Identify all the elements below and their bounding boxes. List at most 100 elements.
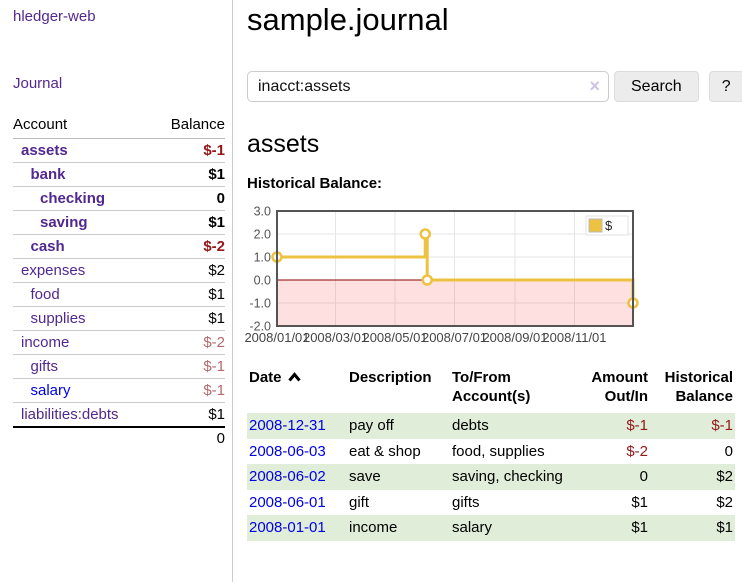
- account-link-bank[interactable]: bank: [30, 166, 66, 183]
- clear-search-icon[interactable]: ×: [589, 76, 600, 96]
- accounts-table: Account Balance assets $-1 bank $1 checking 0…: [13, 114, 225, 450]
- transaction-amount: $1: [631, 493, 648, 511]
- svg-text:2008/01/01: 2008/01/01: [244, 330, 309, 345]
- transaction-accounts: gifts: [452, 493, 480, 511]
- account-link-income[interactable]: income: [21, 334, 70, 351]
- account-row: bank $1: [13, 162, 225, 187]
- transaction-date-link[interactable]: 2008-06-01: [249, 493, 326, 511]
- svg-text:2008/07/01: 2008/07/01: [422, 330, 487, 345]
- svg-text:2.0: 2.0: [254, 228, 271, 242]
- account-link-liabilities-debts[interactable]: liabilities:debts: [21, 406, 119, 423]
- account-link-gifts[interactable]: gifts: [30, 358, 59, 375]
- transaction-date-link[interactable]: 2008-01-01: [249, 519, 326, 536]
- transaction-accounts: debts: [452, 417, 489, 434]
- account-link-food[interactable]: food: [30, 286, 60, 303]
- transaction-date-cell: 2008-06-02: [247, 464, 347, 490]
- transaction-date-link[interactable]: 2008-12-31: [249, 417, 326, 434]
- transaction-balance: $2: [716, 493, 733, 511]
- svg-text:2008/03/01: 2008/03/01: [303, 330, 368, 345]
- account-balance: 0: [153, 186, 225, 211]
- transaction-amount: $-1: [626, 417, 648, 434]
- account-link-supplies[interactable]: supplies: [30, 310, 86, 327]
- transaction-accounts: salary: [452, 519, 493, 536]
- account-row: food $1: [13, 282, 225, 307]
- register-header-row: Date Description To/From Account(s) Amou…: [247, 366, 735, 413]
- svg-text:3.0: 3.0: [254, 205, 271, 219]
- account-balance: $-1: [153, 138, 225, 163]
- transaction-date-cell: 2008-06-03: [247, 439, 347, 465]
- accounts-total-spacer: [13, 427, 153, 450]
- transaction-row: 2008-06-03 eat & shop food, supplies $-2 0: [247, 439, 735, 465]
- transaction-amount: $1: [631, 519, 648, 536]
- col-header-accounts: To/From Account(s): [452, 369, 531, 405]
- transaction-row: 2008-06-01 gift gifts $1 $2: [247, 490, 735, 516]
- search-input[interactable]: [247, 71, 609, 102]
- account-balance: $1: [153, 306, 225, 331]
- account-balance: $1: [153, 282, 225, 307]
- svg-text:2008/05/01: 2008/05/01: [362, 330, 427, 345]
- svg-text:2008/09/01: 2008/09/01: [482, 330, 547, 345]
- sidebar-item-journal[interactable]: Journal: [13, 75, 63, 92]
- account-link-salary[interactable]: salary: [30, 382, 71, 399]
- account-row: income $-2: [13, 330, 225, 355]
- transaction-description: income: [349, 519, 398, 536]
- transaction-date-link[interactable]: 2008-06-02: [249, 468, 326, 485]
- transaction-row: 2008-12-31 pay off debts $-1 $-1: [247, 413, 735, 439]
- transaction-amount: $-2: [626, 442, 648, 460]
- transaction-date-cell: 2008-01-01: [247, 515, 347, 541]
- account-name-cell: salary: [13, 378, 154, 403]
- transaction-date-cell: 2008-12-31: [247, 413, 347, 439]
- transaction-accounts: saving, checking: [452, 468, 563, 485]
- accounts-header-balance: Balance: [153, 114, 225, 139]
- svg-text:-2.0: -2.0: [249, 320, 271, 334]
- account-name-cell: food: [13, 282, 154, 307]
- register-table: Date Description To/From Account(s) Amou…: [247, 366, 735, 541]
- help-button[interactable]: ?: [708, 71, 742, 102]
- account-heading: assets: [247, 130, 320, 158]
- account-name-cell: cash: [13, 234, 154, 259]
- sidebar: hledger-web Journal Account Balance asse…: [0, 0, 233, 582]
- account-row: gifts $-1: [13, 354, 225, 379]
- account-balance: $1: [153, 162, 225, 187]
- col-header-date[interactable]: Date: [247, 366, 347, 413]
- svg-text:0.0: 0.0: [254, 274, 271, 288]
- svg-text:1.0: 1.0: [254, 251, 271, 265]
- account-link-expenses[interactable]: expenses: [21, 262, 86, 279]
- search-button[interactable]: Search: [614, 71, 699, 102]
- account-link-assets[interactable]: assets: [21, 142, 68, 159]
- account-name-cell: checking: [13, 186, 154, 211]
- account-link-checking[interactable]: checking: [40, 190, 106, 207]
- transaction-date-link[interactable]: 2008-06-03: [249, 442, 326, 460]
- account-balance: $-2: [153, 234, 225, 259]
- search-input-wrap: ×: [247, 71, 609, 102]
- transaction-balance: $-1: [711, 417, 733, 434]
- accounts-total-value: 0: [216, 430, 225, 447]
- account-name-cell: saving: [13, 210, 154, 235]
- transaction-description: gift: [349, 493, 370, 511]
- account-balance: $-1: [153, 378, 225, 403]
- account-name-cell: supplies: [13, 306, 154, 331]
- col-header-description: Description: [349, 369, 432, 386]
- transaction-accounts: food, supplies: [452, 442, 545, 460]
- col-header-balance: Historical Balance: [664, 369, 733, 405]
- search-form: × Search ?: [247, 71, 742, 102]
- account-row: checking 0: [13, 186, 225, 211]
- col-header-amount: Amount Out/In: [591, 369, 648, 405]
- account-row: supplies $1: [13, 306, 225, 331]
- accounts-header-account: Account: [13, 114, 154, 139]
- account-row: salary $-1: [13, 378, 225, 403]
- account-link-cash[interactable]: cash: [30, 238, 65, 255]
- account-balance: $-1: [153, 354, 225, 379]
- transaction-row: 2008-01-01 income salary $1 $1: [247, 515, 735, 541]
- account-link-saving[interactable]: saving: [40, 214, 88, 231]
- historical-balance-chart: 3.0 2.0 1.0 0.0 -1.0 -2.02008/01/012008/03/01…: [244, 205, 639, 345]
- account-row: liabilities:debts $1: [13, 402, 225, 428]
- app-title-link[interactable]: hledger-web: [13, 8, 96, 25]
- app-title: hledger-web: [13, 8, 232, 26]
- main-content: sample.journal × Search ? assets Histori…: [233, 0, 742, 582]
- account-row: assets $-1: [13, 138, 225, 163]
- account-row: saving $1: [13, 210, 225, 235]
- transaction-balance: $2: [716, 468, 733, 485]
- account-name-cell: liabilities:debts: [13, 402, 154, 428]
- accounts-total-row: 0: [13, 427, 225, 450]
